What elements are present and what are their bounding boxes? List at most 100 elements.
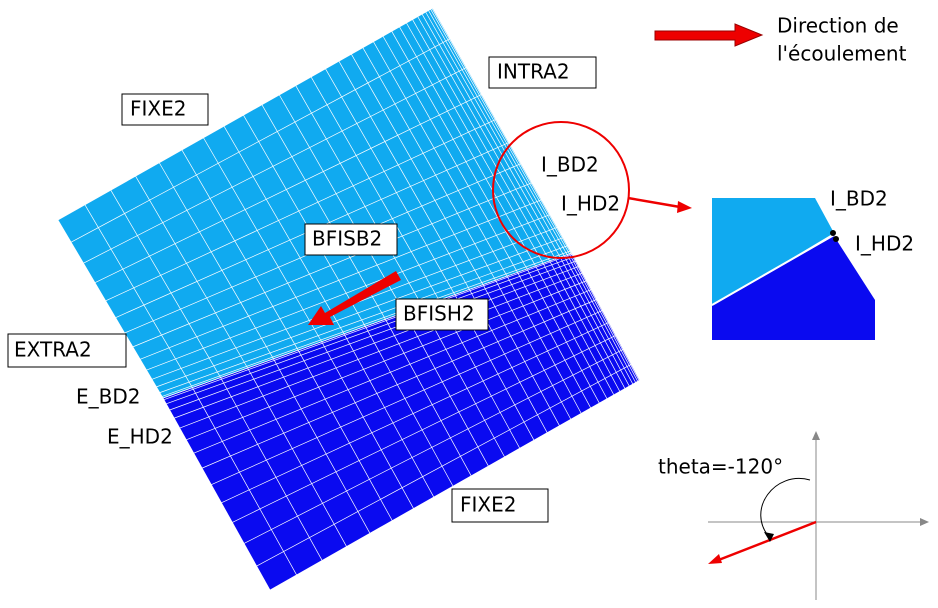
mesh-line: [425, 11, 565, 256]
mesh-line: [321, 341, 414, 509]
mesh-line: [555, 258, 626, 389]
mesh-line: [295, 85, 423, 307]
mesh-line: [385, 318, 472, 476]
flow-legend-arrow: [654, 23, 764, 47]
mesh-line: [94, 93, 483, 283]
mesh-line: [399, 26, 536, 267]
mesh-line: [243, 348, 624, 544]
mesh-line: [325, 68, 456, 295]
mesh-line: [431, 8, 572, 254]
mesh-line: [570, 253, 640, 381]
mesh-line: [158, 162, 274, 360]
mesh-line: [223, 125, 345, 334]
mesh-line: [163, 253, 573, 400]
mesh-line: [571, 252, 641, 381]
mesh-line: [179, 272, 583, 429]
mesh-line: [273, 358, 371, 534]
mesh-line: [256, 363, 632, 567]
mesh-line: [338, 61, 470, 290]
label-box: [121, 93, 209, 126]
mesh-line: [428, 10, 568, 255]
mesh-line: [211, 310, 603, 485]
zoom-arrow: [627, 196, 681, 209]
mesh-line: [84, 204, 193, 388]
inset-dark: [712, 236, 875, 340]
mesh-line: [310, 76, 440, 301]
fluid-region-dark: [163, 253, 640, 590]
inset-interface: [711, 234, 835, 306]
mesh-line: [412, 19, 550, 262]
mesh-line: [105, 118, 497, 302]
mesh-line: [569, 253, 638, 382]
label: FIXE2: [130, 97, 186, 121]
mesh-line: [193, 289, 592, 454]
mesh-line: [351, 53, 484, 285]
mesh-line: [203, 137, 322, 342]
mesh-line: [549, 260, 621, 392]
mesh-line: [362, 47, 496, 281]
angle-arc-head: [764, 532, 774, 542]
fluid-region-light: [58, 8, 572, 398]
label: E_HD2: [107, 425, 173, 449]
inset-light: [712, 198, 834, 306]
label: I_HD2: [855, 232, 914, 256]
mesh-line: [156, 237, 564, 388]
label: BFISH2: [403, 302, 475, 326]
mesh-line: [373, 41, 508, 277]
mesh-line: [83, 67, 467, 264]
mesh-line: [404, 312, 489, 467]
flow-vector: [715, 520, 817, 563]
mesh-line: [159, 245, 568, 393]
label-box: [395, 298, 489, 331]
mesh-line: [563, 255, 634, 385]
label: I_BD2: [830, 187, 888, 211]
mesh-line: [247, 367, 347, 547]
mesh-line: [140, 199, 542, 360]
mesh-line: [343, 333, 435, 498]
mesh-line: [162, 252, 573, 399]
label-box: [488, 56, 597, 89]
label: I_BD2: [541, 153, 599, 177]
mesh-line: [421, 13, 561, 258]
label: I_HD2: [561, 192, 620, 216]
mesh-line: [535, 265, 608, 399]
mesh-line: [70, 38, 451, 243]
mesh-line: [517, 272, 592, 409]
mesh-line: [243, 114, 366, 327]
label: FIXE2: [460, 493, 516, 517]
mesh-line: [166, 256, 575, 405]
mesh-line: [432, 7, 573, 254]
mesh-line: [221, 321, 610, 504]
mesh-line: [57, 7, 434, 221]
mesh-line: [566, 254, 636, 383]
mesh-line: [186, 280, 587, 441]
mesh-line: [132, 182, 533, 348]
mesh-line: [57, 219, 164, 399]
inset-node: [830, 230, 836, 236]
mesh-line: [297, 349, 393, 521]
mesh-line: [135, 175, 248, 369]
label-box: [304, 223, 398, 256]
mesh-line: [421, 305, 505, 458]
mesh-line: [526, 268, 600, 404]
label-box: [451, 488, 549, 523]
label-box: [7, 333, 127, 368]
legend-text: l'écoulement: [777, 42, 907, 66]
flow-vector-head: [708, 554, 722, 564]
mesh-line: [261, 104, 386, 320]
mesh-line: [430, 9, 570, 255]
zoom-arrow-head: [677, 201, 692, 213]
mesh-line: [364, 326, 454, 487]
mesh: [57, 7, 641, 591]
label: E_BD2: [76, 385, 140, 409]
legend-text: Direction de: [777, 14, 899, 38]
mesh-line: [169, 260, 577, 411]
mesh-line: [542, 263, 615, 396]
mesh-line: [406, 22, 544, 264]
mesh-line: [495, 279, 572, 420]
mesh-line: [220, 377, 323, 561]
mesh-line: [279, 94, 405, 313]
label: INTRA2: [497, 60, 570, 84]
mesh-line: [181, 149, 299, 351]
label: BFISB2: [312, 227, 382, 251]
